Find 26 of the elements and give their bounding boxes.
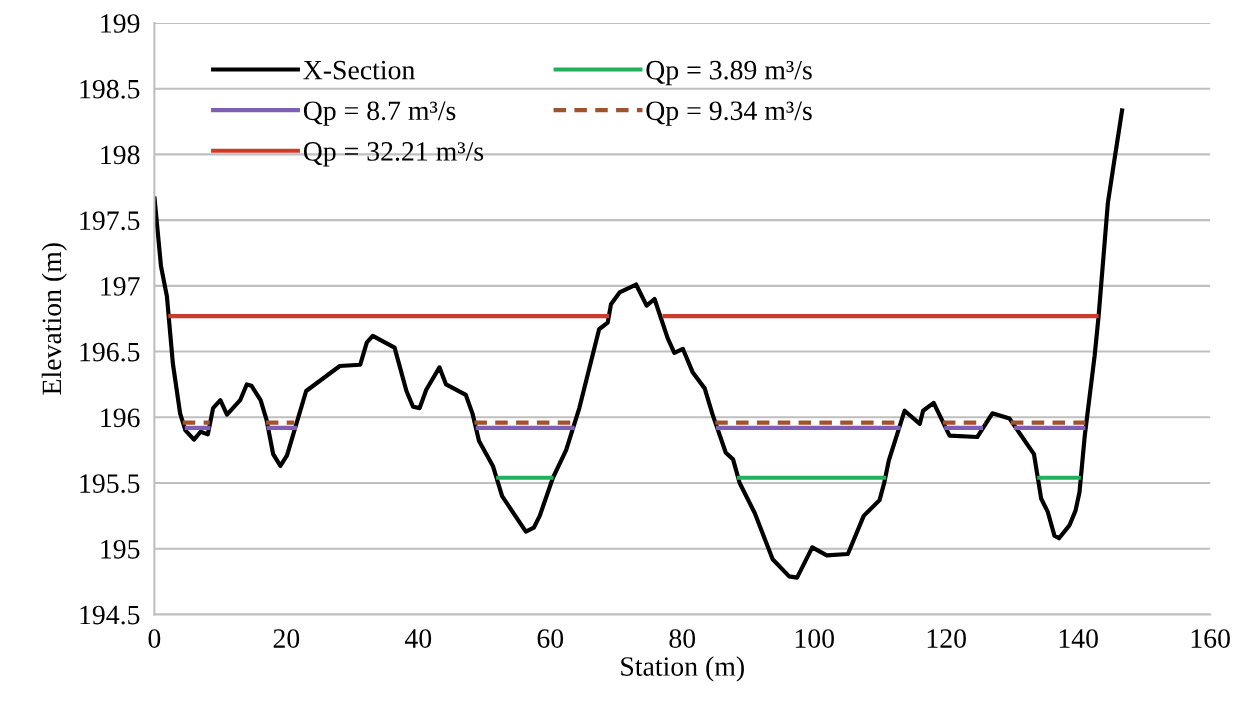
legend-label: X-Section xyxy=(303,60,415,80)
x-tick-label: 20 xyxy=(273,629,300,648)
x-tick-label: 120 xyxy=(927,629,966,648)
y-tick-label: 197 xyxy=(101,277,140,296)
legend-label: Qp = 9.34 m³/s xyxy=(646,101,812,126)
y-tick-label: 196.5 xyxy=(80,342,140,362)
y-tick-label: 199 xyxy=(101,14,140,33)
y-tick-label: 194.5 xyxy=(80,605,140,625)
x-tick-label: 40 xyxy=(404,629,432,648)
y-tick-label: 196 xyxy=(101,408,140,428)
legend-label: Qp = 8.7 m³/s xyxy=(303,101,456,126)
x-tick-label: 80 xyxy=(669,629,696,648)
y-tick-label: 198.5 xyxy=(80,79,140,99)
y-tick-label: 195 xyxy=(101,539,140,559)
x-tick-label: 100 xyxy=(795,629,834,648)
y-tick-label: 198 xyxy=(101,145,140,165)
legend-label: Qp = 3.89 m³/s xyxy=(646,60,812,86)
x-axis-title: Station (m) xyxy=(621,656,744,682)
x-tick-label: 160 xyxy=(1191,629,1230,648)
x-tick-label: 60 xyxy=(537,629,564,648)
y-axis-title: Elevation (m) xyxy=(41,243,67,395)
y-tick-label: 195.5 xyxy=(80,474,140,494)
legend-label: Qp = 32.21 m³/s xyxy=(303,142,484,167)
x-tick-label: 0 xyxy=(148,629,161,648)
y-tick-label: 197.5 xyxy=(80,211,140,231)
x-tick-label: 140 xyxy=(1059,629,1098,648)
